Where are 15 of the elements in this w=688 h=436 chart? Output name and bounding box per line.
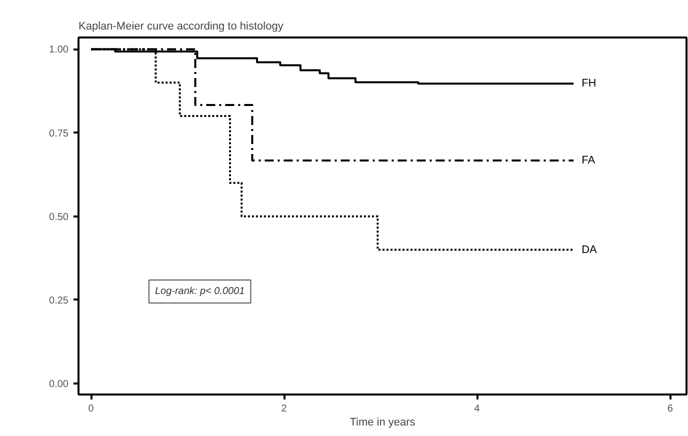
y-tick-label: 0.50 — [49, 212, 69, 223]
chart-title: Kaplan-Meier curve according to histology — [78, 20, 284, 32]
y-tick-label: 0.00 — [49, 378, 69, 390]
annotation: Log-rank: p< 0.0001 — [154, 286, 245, 298]
x-tick-label: 2 — [281, 404, 288, 414]
x-tick-label: 0 — [88, 404, 94, 414]
x-axis-title: Time in years — [350, 416, 416, 428]
y-tick-label: 0.25 — [49, 295, 69, 306]
series-label: DA — [582, 244, 598, 256]
x-tick-label: 6 — [667, 404, 674, 414]
series-label: FA — [582, 154, 596, 167]
y-tick-label: 0.75 — [49, 128, 69, 140]
y-tick-label: 1.00 — [49, 44, 69, 56]
series-label: FH — [582, 78, 596, 90]
x-tick-label: 4 — [474, 404, 480, 414]
